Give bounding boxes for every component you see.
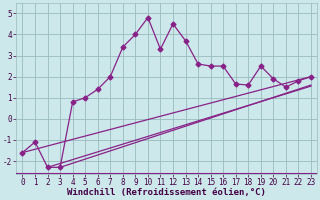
X-axis label: Windchill (Refroidissement éolien,°C): Windchill (Refroidissement éolien,°C) — [67, 188, 266, 197]
